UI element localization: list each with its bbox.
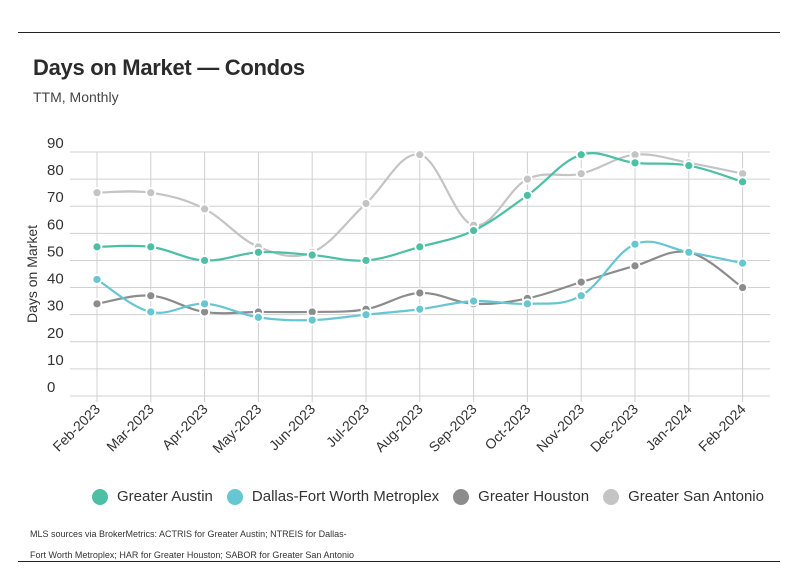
data-point-greater-austin xyxy=(199,255,211,266)
data-point-dallas-fort-worth-metroplex xyxy=(629,238,641,250)
y-tick-label: 0 xyxy=(47,379,55,396)
y-tick-label: 20 xyxy=(47,325,64,342)
legend-label: Dallas-Fort Worth Metroplex xyxy=(251,488,440,505)
data-point-greater-san-antonio xyxy=(199,203,211,215)
data-point-dallas-fort-worth-metroplex xyxy=(145,306,157,318)
data-point-greater-houston xyxy=(629,260,641,272)
chart-subtitle: TTM, Monthly xyxy=(33,89,119,105)
data-point-dallas-fort-worth-metroplex xyxy=(91,274,103,285)
legend-label: Greater Houston xyxy=(478,488,590,505)
data-point-greater-austin xyxy=(575,149,587,161)
x-tick-label: Nov-2023 xyxy=(533,401,587,455)
legend-item: Greater San Antonio xyxy=(603,488,764,505)
data-point-greater-austin xyxy=(414,241,426,253)
data-point-greater-austin xyxy=(683,160,695,171)
data-point-dallas-fort-worth-metroplex xyxy=(522,298,533,310)
x-tick-label: Oct-2023 xyxy=(481,401,533,453)
legend-swatch xyxy=(92,488,108,505)
data-point-greater-austin xyxy=(360,255,372,266)
data-point-dallas-fort-worth-metroplex xyxy=(360,309,372,321)
data-point-greater-houston xyxy=(737,282,748,293)
x-tick-label: Feb-2023 xyxy=(49,401,103,455)
y-tick-label: 60 xyxy=(47,216,64,233)
x-tick-label: Aug-2023 xyxy=(372,401,426,455)
chart-title: Days on Market — Condos xyxy=(33,55,305,80)
y-tick-label: 80 xyxy=(47,162,64,179)
data-point-greater-san-antonio xyxy=(575,168,587,180)
x-tick-label: Jun-2023 xyxy=(266,401,319,454)
data-point-dallas-fort-worth-metroplex xyxy=(199,298,211,310)
data-point-dallas-fort-worth-metroplex xyxy=(737,257,748,269)
data-point-greater-houston xyxy=(414,287,426,299)
data-point-greater-austin xyxy=(629,157,641,169)
x-tick-label: Jul-2023 xyxy=(323,401,372,450)
data-point-greater-austin xyxy=(91,241,103,253)
x-tick-label: Jan-2024 xyxy=(642,401,695,454)
source-note: MLS sources via BrokerMetrics: ACTRIS fo… xyxy=(30,529,354,560)
legend-item: Dallas-Fort Worth Metroplex xyxy=(226,488,440,505)
legend-swatch xyxy=(453,488,470,505)
legend-item: Greater Houston xyxy=(453,488,589,505)
data-point-greater-san-antonio xyxy=(414,149,426,161)
legend-swatch xyxy=(603,488,620,505)
data-point-greater-san-antonio xyxy=(360,198,372,209)
data-point-greater-austin xyxy=(468,225,480,237)
data-point-dallas-fort-worth-metroplex xyxy=(306,314,318,326)
y-tick-label: 10 xyxy=(47,352,64,369)
data-point-greater-houston xyxy=(91,298,103,310)
data-point-greater-houston xyxy=(575,276,587,288)
y-tick-label: 90 xyxy=(47,135,64,152)
x-tick-label: Mar-2023 xyxy=(103,401,157,455)
data-point-greater-austin xyxy=(252,246,264,258)
legend-label: Greater San Antonio xyxy=(628,488,764,505)
data-point-greater-san-antonio xyxy=(91,187,103,199)
data-point-dallas-fort-worth-metroplex xyxy=(252,311,264,323)
data-point-greater-austin xyxy=(306,249,318,261)
data-point-greater-austin xyxy=(145,241,157,253)
chart-legend: Greater Austin Dallas-Fort Worth Metrople… xyxy=(92,488,778,505)
data-point-greater-san-antonio xyxy=(145,187,157,199)
data-point-dallas-fort-worth-metroplex xyxy=(683,246,695,258)
top-rule xyxy=(18,32,780,33)
x-tick-label: Dec-2023 xyxy=(587,401,641,455)
x-tick-label: Sep-2023 xyxy=(425,401,479,455)
data-point-greater-austin xyxy=(522,189,533,201)
y-tick-label: 70 xyxy=(47,189,64,206)
data-point-dallas-fort-worth-metroplex xyxy=(575,290,587,302)
x-tick-label: Apr-2023 xyxy=(159,401,211,453)
bottom-rule xyxy=(18,561,780,562)
data-point-greater-san-antonio xyxy=(522,173,533,185)
legend-item: Greater Austin xyxy=(92,488,213,505)
data-point-dallas-fort-worth-metroplex xyxy=(468,295,480,307)
y-axis-label: Days on Market xyxy=(24,225,40,323)
legend-label: Greater Austin xyxy=(117,488,213,505)
x-tick-label: Feb-2024 xyxy=(695,401,749,455)
data-point-greater-houston xyxy=(145,290,157,302)
legend-swatch xyxy=(226,488,243,505)
x-tick-label: May-2023 xyxy=(209,401,264,456)
y-tick-label: 40 xyxy=(47,271,64,288)
data-point-greater-austin xyxy=(737,176,748,188)
data-point-dallas-fort-worth-metroplex xyxy=(414,303,426,315)
y-tick-label: 30 xyxy=(47,298,64,315)
y-tick-label: 50 xyxy=(47,243,64,260)
